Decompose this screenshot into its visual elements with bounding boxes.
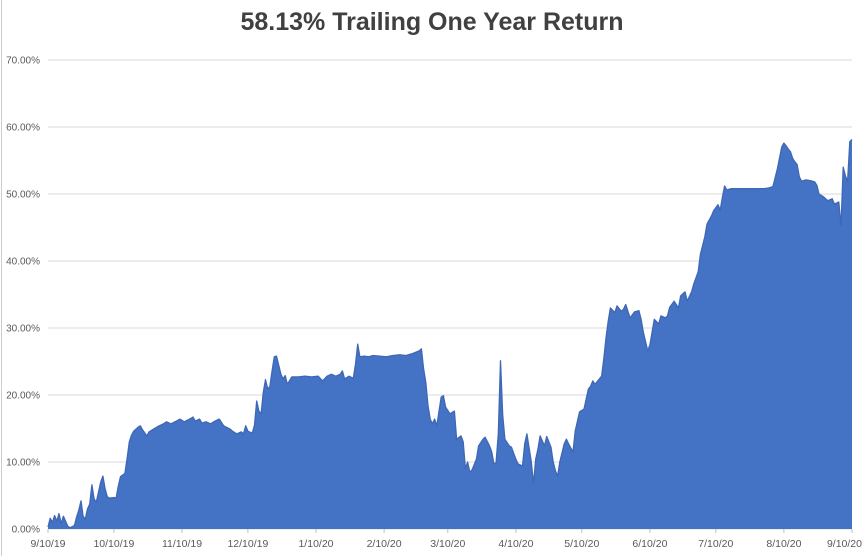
y-axis-label-10.00%: 10.00% xyxy=(6,458,40,469)
series-area-fill xyxy=(48,139,852,529)
x-axis-label-11/10/19: 11/10/19 xyxy=(162,538,202,550)
x-axis-group xyxy=(47,529,853,533)
y-axis-label-20.00%: 20.00% xyxy=(6,391,40,402)
x-axis-label-9/10/19: 9/10/19 xyxy=(30,538,65,550)
x-axis-labels-group: 9/10/19 10/10/19 11/10/19 12/10/19 1/10/20 2/… xyxy=(30,538,862,550)
x-axis-label-5/10/20: 5/10/20 xyxy=(564,538,599,550)
x-axis-label-1/10/20: 1/10/20 xyxy=(298,538,333,550)
y-axis-label-40.00%: 40.00% xyxy=(6,257,40,268)
x-axis-label-12/10/19: 12/10/19 xyxy=(227,538,268,550)
x-axis-label-7/10/20: 7/10/20 xyxy=(698,538,733,550)
y-axis-labels-group: 0.00% 10.00% 20.00% 30.00% 40.00% 50.00% 60.00… xyxy=(6,56,40,536)
y-axis-label-60.00%: 60.00% xyxy=(6,123,40,134)
x-axis-label-8/10/20: 8/10/20 xyxy=(766,538,801,550)
x-axis-label-2/10/20: 2/10/20 xyxy=(367,538,402,550)
x-axis-label-9/10/20: 9/10/20 xyxy=(827,538,862,550)
y-axis-label-50.00%: 50.00% xyxy=(6,190,40,201)
area-series-group xyxy=(47,139,853,529)
y-axis-label-30.00%: 30.00% xyxy=(6,324,40,335)
series-area-line xyxy=(47,139,853,529)
y-axis-label-0.00%: 0.00% xyxy=(12,525,40,536)
x-axis-label-4/10/20: 4/10/20 xyxy=(498,538,533,550)
chart-title: 58.13% Trailing One Year Return xyxy=(240,8,624,36)
x-axis-label-10/10/19: 10/10/19 xyxy=(93,538,134,550)
y-axis-label-70.00%: 70.00% xyxy=(6,56,40,67)
x-axis-label-3/10/20: 3/10/20 xyxy=(430,538,465,550)
x-axis-label-6/10/20: 6/10/20 xyxy=(632,538,667,550)
